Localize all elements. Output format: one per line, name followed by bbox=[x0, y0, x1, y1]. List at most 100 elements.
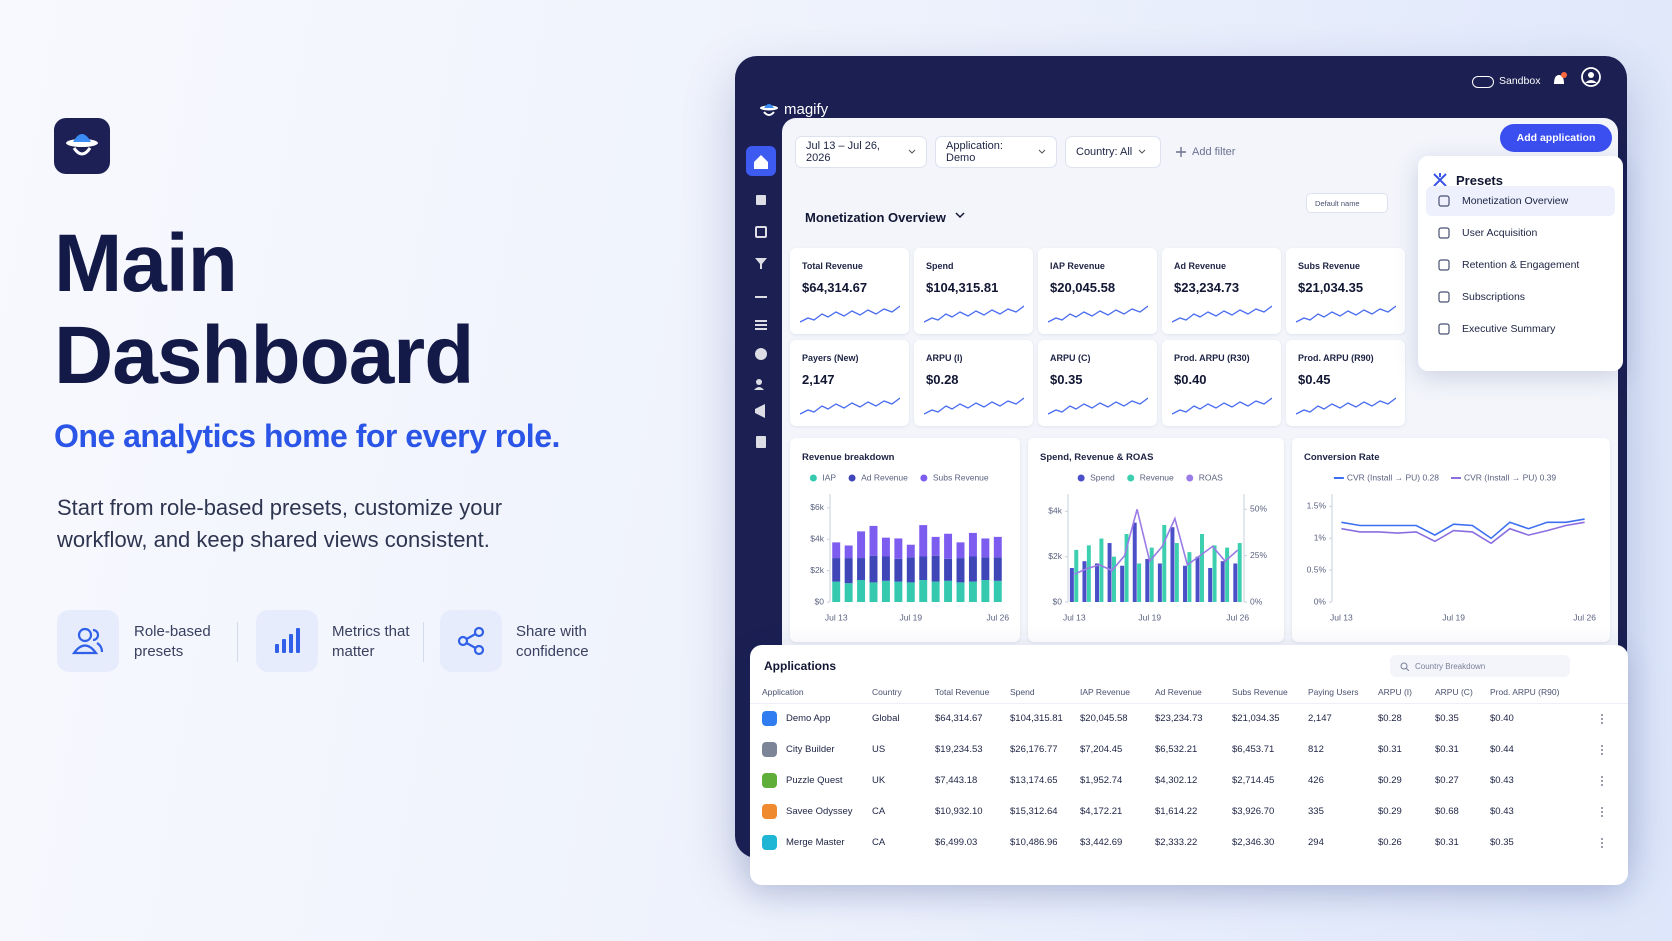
table-title: Applications bbox=[764, 659, 837, 673]
bar bbox=[1074, 549, 1079, 602]
row-menu[interactable] bbox=[1600, 744, 1604, 756]
x-tick-label: Jul 13 bbox=[1063, 612, 1086, 622]
app-icon bbox=[762, 742, 777, 757]
app-name: Puzzle Quest bbox=[786, 775, 843, 786]
table-cell: $0.35 bbox=[1435, 713, 1459, 724]
sparkline bbox=[1048, 397, 1148, 415]
row-menu[interactable] bbox=[1600, 837, 1604, 849]
bar bbox=[1112, 556, 1116, 602]
bar-segment bbox=[919, 525, 928, 557]
row-menu-dot bbox=[1601, 780, 1603, 782]
bar-segment bbox=[832, 542, 841, 559]
country-filter[interactable]: Country: All bbox=[1065, 136, 1161, 168]
preset-icon-shape bbox=[1438, 227, 1450, 239]
series-line bbox=[1073, 509, 1239, 575]
kpi-value: $21,034.35 bbox=[1298, 280, 1364, 295]
table-cell: UK bbox=[872, 775, 886, 786]
feature-icon bbox=[440, 610, 502, 672]
table-cell: $6,499.03 bbox=[935, 837, 978, 848]
add-application-button[interactable]: Add application bbox=[1500, 124, 1612, 152]
preset-icon bbox=[1438, 195, 1450, 207]
add-filter[interactable]: Add filter bbox=[1166, 136, 1245, 168]
bar-segment bbox=[931, 536, 940, 556]
preset-item[interactable]: Retention & Engagement bbox=[1426, 250, 1615, 280]
x-tick-label: Jul 26 bbox=[1226, 612, 1249, 622]
table-cell: $0.31 bbox=[1435, 837, 1459, 848]
bar-segment bbox=[857, 531, 866, 559]
preset-label: User Acquisition bbox=[1462, 227, 1538, 239]
table-cell: $0.31 bbox=[1435, 744, 1459, 755]
chart-title: Revenue breakdown bbox=[802, 452, 895, 463]
row-menu-dot bbox=[1601, 753, 1603, 755]
kpi-card: Prod. ARPU (R90) $0.45 bbox=[1286, 340, 1405, 426]
sparkline bbox=[1172, 397, 1272, 415]
notifications[interactable] bbox=[1550, 70, 1568, 90]
bar bbox=[1233, 563, 1238, 602]
row-menu-dot bbox=[1601, 838, 1603, 840]
view-title[interactable]: Monetization Overview bbox=[805, 210, 946, 225]
bar-segment bbox=[894, 581, 903, 602]
row-menu-dot bbox=[1601, 718, 1603, 720]
sparkline-path bbox=[1048, 305, 1148, 323]
table-cell: $26,176.77 bbox=[1010, 744, 1058, 755]
env-label: Sandbox bbox=[1499, 75, 1541, 87]
table-cell: $0.43 bbox=[1490, 775, 1514, 786]
preset-item[interactable]: User Acquisition bbox=[1426, 218, 1615, 248]
row-menu[interactable] bbox=[1600, 806, 1604, 818]
kpi-card: Subs Revenue $21,034.35 bbox=[1286, 248, 1405, 334]
date-filter[interactable]: Jul 13 – Jul 26, 2026 bbox=[795, 136, 927, 168]
table-search[interactable]: Country Breakdown bbox=[1390, 655, 1570, 677]
bar-segment bbox=[869, 525, 878, 556]
app-logo bbox=[54, 118, 110, 174]
table-cell: $0.44 bbox=[1490, 744, 1514, 755]
bar-segment bbox=[869, 555, 878, 583]
view-selector[interactable]: Default name bbox=[1306, 193, 1388, 213]
row-menu-dot bbox=[1601, 722, 1603, 724]
chart-plot: $0 $2k $4k 0% 25% 50% Jul 13 Jul 19 Jul 26 Spend R… bbox=[1048, 472, 1267, 622]
preset-item[interactable]: Executive Summary bbox=[1426, 314, 1615, 344]
legend-swatch bbox=[1186, 474, 1194, 482]
table-cell: $0.27 bbox=[1435, 775, 1459, 786]
table-cell: $19,234.53 bbox=[935, 744, 983, 755]
sparkline bbox=[1172, 305, 1272, 323]
bar bbox=[1082, 561, 1087, 602]
kpi-label: IAP Revenue bbox=[1050, 261, 1105, 271]
series-line bbox=[1341, 518, 1585, 540]
column-header: ARPU (C) bbox=[1435, 687, 1473, 697]
bar-segment bbox=[981, 557, 990, 581]
hero-subtitle: One analytics home for every role. bbox=[54, 418, 560, 454]
env-toggle[interactable] bbox=[1472, 76, 1494, 88]
application-filter[interactable]: Application: Demo bbox=[935, 136, 1057, 168]
row-menu[interactable] bbox=[1600, 713, 1604, 725]
legend-swatch bbox=[920, 474, 928, 482]
table-cell: $0.43 bbox=[1490, 806, 1514, 817]
sparkline bbox=[800, 305, 900, 323]
y-tick-label: $2k bbox=[1048, 551, 1062, 561]
legend-label: ROAS bbox=[1199, 472, 1223, 482]
row-menu-dot bbox=[1601, 842, 1603, 844]
legend-label: Ad Revenue bbox=[861, 472, 908, 482]
feature-icon bbox=[57, 610, 119, 672]
table-cell: $15,312.64 bbox=[1010, 806, 1058, 817]
kpi-card: Prod. ARPU (R30) $0.40 bbox=[1162, 340, 1281, 426]
preset-item[interactable]: Subscriptions bbox=[1426, 282, 1615, 312]
bar-segment bbox=[931, 555, 940, 582]
bar bbox=[1095, 563, 1099, 602]
legend-swatch bbox=[1127, 474, 1135, 482]
kpi-label: Subs Revenue bbox=[1298, 261, 1361, 271]
chart-plot: $0 $2k $4k $6k Jul 13 Jul 19 Jul 26 IAP Ad Reven… bbox=[809, 472, 1009, 622]
y-tick-label: 0% bbox=[1314, 596, 1327, 606]
kpi-card: ARPU (C) $0.35 bbox=[1038, 340, 1157, 426]
bar-segment bbox=[869, 582, 878, 602]
sparkline-path bbox=[1296, 397, 1396, 415]
applications-table: Applications Country Breakdown Applicati… bbox=[750, 645, 1628, 885]
bar-segment bbox=[931, 581, 940, 602]
user-avatar[interactable] bbox=[1580, 66, 1602, 88]
bar-segment bbox=[857, 580, 866, 602]
preset-item[interactable]: Monetization Overview bbox=[1426, 186, 1615, 216]
view-chevron[interactable] bbox=[955, 212, 965, 220]
kpi-label: Prod. ARPU (R30) bbox=[1174, 353, 1250, 363]
bar-segment bbox=[968, 532, 977, 557]
row-menu[interactable] bbox=[1600, 775, 1604, 787]
